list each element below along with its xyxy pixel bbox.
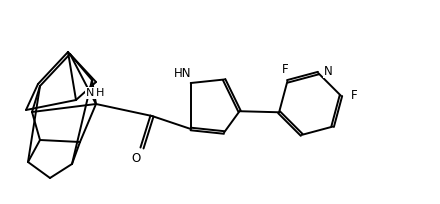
Text: F: F [282,63,289,76]
Text: N: N [86,88,94,98]
Text: HN: HN [174,67,191,80]
Text: F: F [351,89,357,102]
Text: O: O [132,152,141,164]
Text: H: H [96,88,104,98]
Text: N: N [324,65,333,78]
